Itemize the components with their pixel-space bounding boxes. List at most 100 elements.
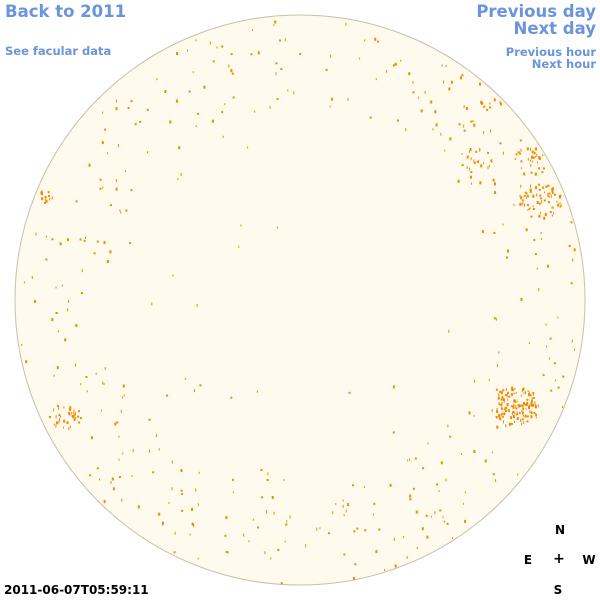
feature-mark <box>541 200 543 204</box>
feature-mark <box>514 421 515 423</box>
feature-mark <box>538 288 540 291</box>
feature-mark <box>469 150 470 153</box>
feature-mark <box>524 203 525 207</box>
feature-mark <box>134 123 137 126</box>
feature-mark <box>538 214 541 218</box>
feature-mark <box>356 527 359 530</box>
feature-mark <box>464 491 466 494</box>
feature-mark <box>557 316 559 319</box>
feature-mark <box>232 96 235 99</box>
feature-mark <box>148 418 151 421</box>
feature-mark <box>216 46 218 49</box>
feature-mark <box>35 232 37 236</box>
feature-mark <box>299 53 302 55</box>
feature-mark <box>487 166 489 169</box>
feature-mark <box>73 412 75 415</box>
feature-mark <box>503 408 505 411</box>
feature-mark <box>345 22 347 26</box>
feature-mark <box>483 131 485 134</box>
feature-mark <box>542 374 545 377</box>
feature-mark <box>554 193 556 196</box>
feature-mark <box>343 553 346 556</box>
feature-mark <box>487 151 489 154</box>
feature-mark <box>101 141 104 145</box>
feature-mark <box>496 425 499 429</box>
feature-mark <box>544 191 546 194</box>
previous-hour-link[interactable]: Previous hour <box>505 45 596 59</box>
feature-mark <box>348 391 351 394</box>
feature-mark <box>547 184 550 187</box>
feature-mark <box>73 414 76 417</box>
feature-mark <box>507 393 509 395</box>
feature-mark <box>513 203 515 206</box>
feature-mark <box>438 490 440 492</box>
feature-mark <box>502 420 504 424</box>
feature-mark <box>562 375 565 378</box>
feature-mark <box>503 412 506 416</box>
feature-mark <box>267 472 269 476</box>
feature-mark <box>501 395 503 399</box>
feature-mark <box>152 471 155 474</box>
feature-mark <box>514 415 516 418</box>
feature-mark <box>548 192 551 195</box>
feature-mark <box>69 406 72 410</box>
feature-mark <box>531 150 534 154</box>
feature-mark <box>68 413 71 416</box>
back-to-year-link[interactable]: Back to 2011 <box>5 2 127 21</box>
feature-mark <box>187 49 189 52</box>
feature-mark <box>224 103 226 106</box>
feature-mark <box>572 258 574 262</box>
feature-mark <box>461 153 463 155</box>
feature-mark <box>502 389 505 392</box>
feature-mark <box>513 415 515 419</box>
feature-mark <box>520 394 522 397</box>
feature-mark <box>77 415 80 418</box>
feature-mark <box>463 502 465 505</box>
feature-mark <box>64 338 67 342</box>
feature-mark <box>535 413 537 417</box>
feature-mark <box>470 120 473 123</box>
feature-mark <box>181 493 184 495</box>
feature-mark <box>284 540 286 543</box>
feature-mark <box>553 212 554 215</box>
feature-mark <box>461 164 464 167</box>
feature-mark <box>156 434 157 437</box>
feature-mark <box>460 453 462 456</box>
feature-mark <box>466 107 468 110</box>
feature-mark <box>493 231 496 234</box>
feature-mark <box>516 400 518 403</box>
feature-mark <box>55 286 57 289</box>
feature-mark <box>527 157 529 161</box>
feature-mark <box>151 302 153 306</box>
feature-mark <box>464 519 467 523</box>
feature-mark <box>510 393 513 397</box>
feature-mark <box>449 435 452 438</box>
feature-mark <box>530 147 531 151</box>
feature-mark <box>283 479 285 481</box>
feature-mark <box>523 407 525 410</box>
next-day-link[interactable]: Next day <box>513 19 596 38</box>
feature-mark <box>112 487 115 491</box>
feature-mark <box>469 175 472 179</box>
facular-data-link[interactable]: See facular data <box>5 44 112 58</box>
feature-mark <box>412 91 415 94</box>
feature-mark <box>276 98 279 101</box>
feature-mark <box>483 105 486 108</box>
feature-mark <box>115 99 117 103</box>
previous-day-link[interactable]: Previous day <box>476 2 596 21</box>
next-hour-link[interactable]: Next hour <box>531 57 596 71</box>
feature-mark <box>85 376 88 378</box>
feature-mark <box>90 436 93 440</box>
feature-mark <box>107 152 108 155</box>
feature-mark <box>231 72 234 75</box>
feature-mark <box>528 407 530 410</box>
feature-mark <box>335 503 337 505</box>
feature-mark <box>99 478 100 481</box>
feature-mark <box>228 64 230 68</box>
feature-mark <box>440 132 442 136</box>
feature-mark <box>270 557 272 560</box>
feature-mark <box>520 418 522 422</box>
feature-mark <box>500 398 503 401</box>
feature-mark <box>275 72 277 76</box>
feature-mark <box>517 151 520 154</box>
